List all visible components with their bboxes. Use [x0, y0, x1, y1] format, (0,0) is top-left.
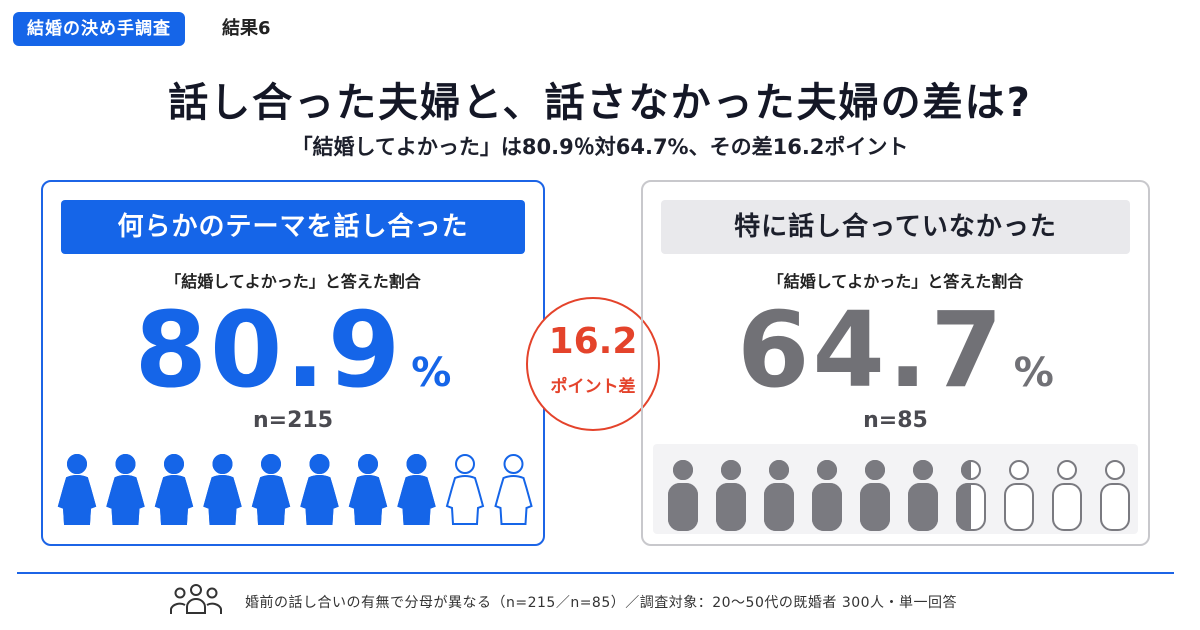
discussed-pictograph [53, 444, 533, 534]
discussed-person-icons [57, 454, 533, 525]
panel-not-discussed: 特に話し合っていなかった 「結婚してよかった」と答えた割合 64.7% n=85 [641, 180, 1150, 546]
not-discussed-percentage: 64.7 [737, 289, 1006, 411]
page-title: 話し合った夫婦と、話さなかった夫婦の差は? [168, 80, 1032, 126]
difference-label: ポイント差 [550, 377, 636, 397]
footer-divider [17, 572, 1174, 574]
panel-not-discussed-value: 64.7% [643, 290, 1148, 410]
panel-discussed-question: 「結婚してよかった」と答えた割合 [165, 272, 421, 291]
difference-badge: 16.2 ポイント差 [526, 297, 660, 431]
result-label: 結果6 [222, 18, 271, 39]
not-discussed-person-icons [668, 460, 1130, 531]
panel-not-discussed-question: 「結婚してよかった」と答えた割合 [767, 272, 1024, 291]
person-icon [494, 454, 533, 525]
discussed-sample-size: n=215 [252, 408, 334, 433]
page-subtitle: 「結婚してよかった」は80.9％対64.7%、その差16.2ポイント [291, 135, 909, 159]
person-icon [1052, 460, 1082, 531]
panel-discussed-value: 80.9% [43, 290, 543, 410]
discussed-percentage: 80.9 [134, 289, 404, 411]
panel-discussed: 何らかのテーマを話し合った 「結婚してよかった」と答えた割合 80.9% n=2… [41, 180, 545, 546]
person-icon [445, 454, 485, 525]
panel-not-discussed-heading: 特に話し合っていなかった [661, 200, 1130, 254]
difference-value: 16.2 [548, 321, 638, 362]
footer-note: 婚前の話し合いの有無で分母が異なる（n=215／n=85）／調査対象：20〜50… [245, 595, 958, 611]
discussed-percent-sign: % [411, 350, 452, 396]
person-icon [1004, 460, 1034, 531]
panel-discussed-heading: 何らかのテーマを話し合った [61, 200, 525, 254]
people-group-icon [170, 584, 222, 614]
survey-tag: 結婚の決め手調査 [13, 12, 185, 46]
person-icon [1100, 460, 1130, 531]
not-discussed-percent-sign: % [1013, 350, 1054, 396]
not-discussed-sample-size: n=85 [863, 408, 928, 433]
not-discussed-pictograph [653, 444, 1138, 534]
